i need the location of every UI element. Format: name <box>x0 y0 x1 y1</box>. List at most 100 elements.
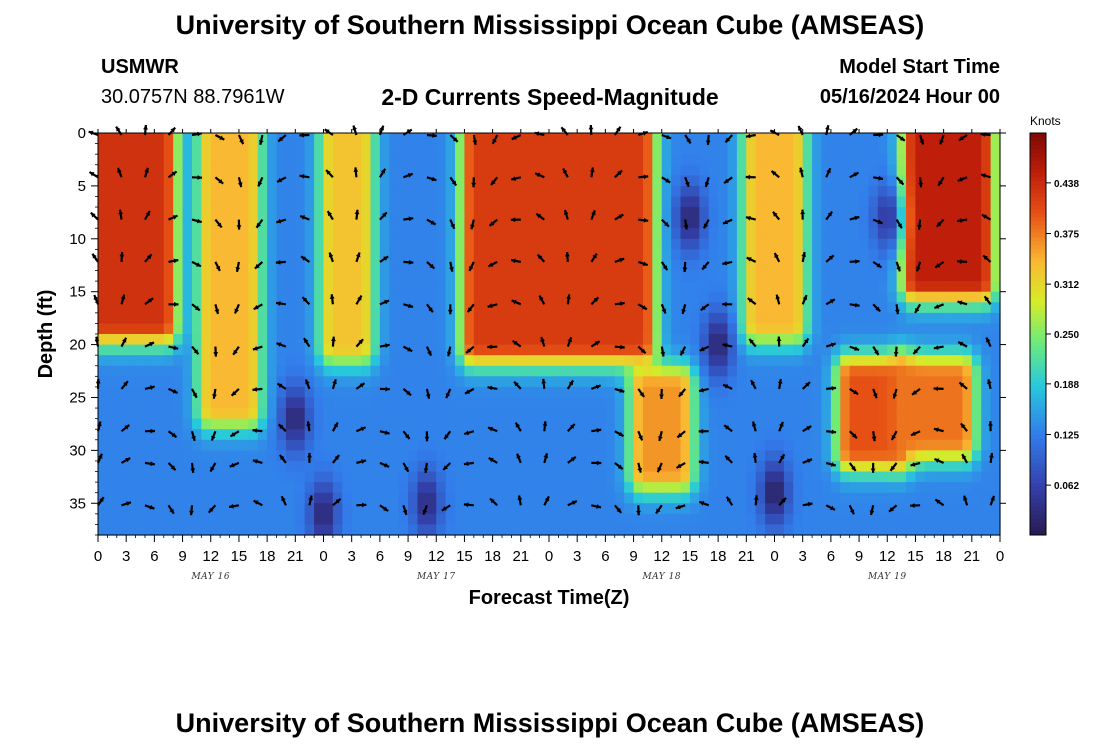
heat-cell <box>436 175 447 187</box>
heat-cell <box>126 228 137 240</box>
heat-cell <box>210 355 221 367</box>
heat-cell <box>812 513 823 526</box>
heat-cell <box>107 471 118 483</box>
heat-cell <box>962 334 973 346</box>
heat-cell <box>248 365 259 377</box>
heat-cell <box>812 175 823 187</box>
heat-cell <box>210 143 221 155</box>
heat-cell <box>191 207 202 219</box>
heat-cell <box>689 503 700 515</box>
heat-cell <box>586 270 597 282</box>
heat-cell <box>445 365 456 377</box>
heat-cell <box>342 513 353 526</box>
heat-cell <box>577 196 588 208</box>
heat-cell <box>774 185 785 198</box>
heat-cell <box>605 418 616 430</box>
heat-cell <box>887 217 898 229</box>
heat-cell <box>351 471 362 483</box>
x-tick-label: 15 <box>231 548 248 565</box>
heat-cell <box>135 439 146 451</box>
heat-cell <box>163 439 174 451</box>
heat-cell <box>990 312 1001 325</box>
heat-cell <box>295 185 306 198</box>
heat-cell <box>408 408 419 420</box>
heat-cell <box>502 281 513 293</box>
colorbar-segment <box>1030 422 1046 427</box>
heat-cell <box>520 154 531 166</box>
heat-cell <box>520 482 531 494</box>
heat-cell <box>116 228 127 240</box>
heat-cell <box>351 429 362 441</box>
heat-cell <box>285 238 296 250</box>
heat-cell <box>812 429 823 441</box>
heat-cell <box>812 143 823 155</box>
heat-cell <box>859 355 870 367</box>
heat-cell <box>361 334 372 346</box>
vector-arrow-head <box>383 256 389 261</box>
heat-cell <box>971 482 982 494</box>
heat-cell <box>671 376 682 388</box>
heat-cell <box>830 344 841 356</box>
heat-cell <box>539 217 550 229</box>
vector-arrow-head <box>229 503 234 509</box>
vector-arrow-head <box>357 295 362 301</box>
heat-cell <box>567 492 578 504</box>
heat-cell <box>971 217 982 229</box>
heat-cell <box>248 503 259 515</box>
heat-cell <box>398 259 409 272</box>
heat-cell <box>962 397 973 409</box>
heat-cell <box>802 471 813 483</box>
heat-cell <box>605 281 616 293</box>
heat-cell <box>182 482 193 494</box>
heat-cell <box>201 513 212 526</box>
vector-arrow-head <box>957 218 962 223</box>
heat-cell <box>191 249 202 261</box>
heat-cell <box>755 408 766 420</box>
x-tick-label: 21 <box>738 548 755 565</box>
heat-cell <box>144 524 155 536</box>
heat-cell <box>812 376 823 388</box>
heat-cell <box>821 196 832 208</box>
heat-cell <box>98 471 108 483</box>
heat-cell <box>661 471 672 483</box>
heat-cell <box>389 450 400 462</box>
heat-cell <box>389 513 400 526</box>
heat-cell <box>455 270 466 282</box>
heat-cell <box>511 365 522 377</box>
heat-cell <box>502 355 513 367</box>
heat-cell <box>915 185 926 198</box>
heat-cell <box>257 418 268 430</box>
vector-arrow-head <box>514 381 519 387</box>
heat-cell <box>558 513 569 526</box>
vector-arrow-head <box>699 387 704 393</box>
heat-cell <box>332 228 343 240</box>
heat-cell <box>633 196 644 208</box>
heat-cell <box>351 259 362 272</box>
heat-cell <box>163 143 174 155</box>
heat-cell <box>708 154 719 166</box>
heat-cell <box>107 397 118 409</box>
heat-cell <box>210 482 221 494</box>
heat-cell <box>642 196 653 208</box>
heat-cell <box>530 185 541 198</box>
heat-cell <box>614 471 625 483</box>
heat-cell <box>896 471 907 483</box>
colorbar-segment <box>1030 418 1046 423</box>
heat-cell <box>558 344 569 356</box>
vector-arrow-head <box>92 253 97 259</box>
heat-cell <box>511 270 522 282</box>
colorbar-segment <box>1030 338 1046 343</box>
heat-cell <box>924 386 935 399</box>
heat-cell <box>558 312 569 325</box>
heat-cell <box>840 365 851 377</box>
heat-cell <box>981 154 992 166</box>
vector-arrow-head <box>93 295 99 300</box>
heat-cell <box>849 217 860 229</box>
heat-cell <box>126 524 137 536</box>
heat-cell <box>567 207 578 219</box>
heat-cell <box>680 291 691 303</box>
heat-cell <box>877 259 888 272</box>
heat-cell <box>361 196 372 208</box>
heat-cell <box>502 408 513 420</box>
heat-cell <box>267 323 278 335</box>
